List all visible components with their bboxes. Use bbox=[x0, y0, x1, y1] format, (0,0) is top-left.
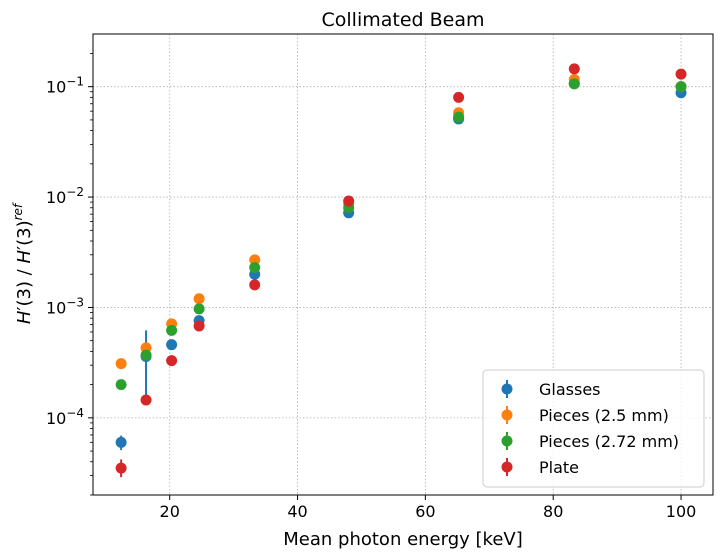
point-pieces-2-72-mm bbox=[193, 303, 205, 315]
y-tick-label: 10−4 bbox=[46, 406, 84, 428]
legend: Glasses Pieces (2.5 mm) Pieces (2.72 mm) Pl… bbox=[482, 369, 705, 488]
legend-label: Plate bbox=[539, 458, 579, 477]
y-tick-label: 10−1 bbox=[46, 75, 84, 97]
chart-title: Collimated Beam bbox=[322, 9, 485, 31]
point-plate bbox=[568, 63, 580, 75]
data-points bbox=[115, 63, 687, 474]
legend-marker bbox=[501, 409, 513, 421]
point-plate bbox=[115, 462, 127, 474]
legend-marker bbox=[501, 383, 513, 395]
x-axis-label: Mean photon energy [keV] bbox=[283, 529, 522, 550]
x-tick-label: 60 bbox=[415, 502, 435, 521]
point-pieces-2-5-mm bbox=[193, 293, 205, 305]
point-plate bbox=[166, 355, 178, 367]
point-glasses bbox=[166, 339, 178, 351]
point-pieces-2-72-mm bbox=[568, 78, 580, 90]
legend-marker bbox=[501, 435, 513, 447]
y-tick-label: 10−3 bbox=[46, 295, 84, 317]
point-plate bbox=[140, 394, 152, 406]
x-tick-label: 20 bbox=[160, 502, 180, 521]
x-ticks: 20 40 60 80 100 bbox=[160, 495, 697, 521]
point-plate bbox=[343, 195, 355, 207]
x-tick-label: 40 bbox=[287, 502, 307, 521]
point-pieces-2-5-mm bbox=[249, 254, 261, 266]
point-pieces-2-72-mm bbox=[453, 111, 465, 123]
point-pieces-2-72-mm bbox=[249, 262, 261, 274]
point-plate bbox=[249, 279, 261, 291]
legend-label: Pieces (2.5 mm) bbox=[539, 406, 669, 425]
legend-label: Pieces (2.72 mm) bbox=[539, 432, 679, 451]
y-tick-label: 10−2 bbox=[46, 185, 84, 207]
point-pieces-2-72-mm bbox=[115, 379, 127, 391]
legend-marker bbox=[501, 461, 513, 473]
x-tick-label: 80 bbox=[543, 502, 563, 521]
point-pieces-2-5-mm bbox=[115, 358, 127, 370]
y-ticks: 10−4 10−3 10−2 10−1 bbox=[46, 75, 93, 428]
x-tick-label: 100 bbox=[666, 502, 697, 521]
point-pieces-2-72-mm bbox=[675, 81, 687, 93]
legend-box bbox=[482, 369, 705, 488]
legend-label: Glasses bbox=[539, 380, 601, 399]
point-plate bbox=[193, 320, 205, 332]
point-plate bbox=[453, 91, 465, 103]
point-pieces-2-72-mm bbox=[166, 324, 178, 336]
point-pieces-2-72-mm bbox=[140, 349, 152, 361]
plot-area-frame bbox=[92, 33, 714, 496]
point-glasses bbox=[115, 436, 127, 448]
point-plate bbox=[675, 68, 687, 80]
y-axis-label: H′(3) / H′(3)ref bbox=[11, 202, 35, 324]
